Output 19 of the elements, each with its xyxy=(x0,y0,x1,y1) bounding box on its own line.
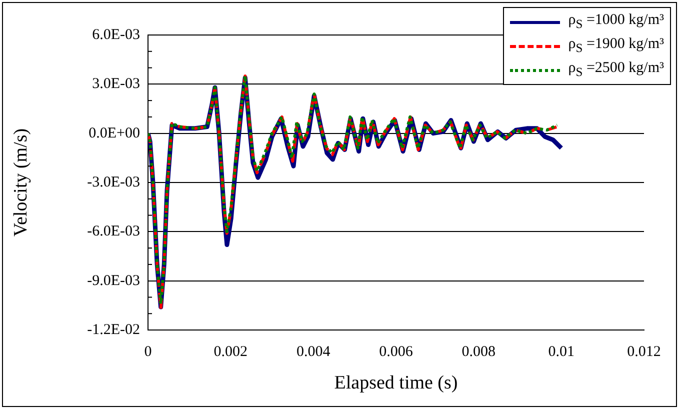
x-tick-label: 0.006 xyxy=(379,344,414,360)
y-tick-label: -3.0E-03 xyxy=(87,174,140,190)
y-tick-label: -9.0E-03 xyxy=(87,272,140,289)
y-tick-label: 0.0E+00 xyxy=(88,125,140,142)
x-tick-label: 0 xyxy=(144,344,152,360)
y-tick-label: -6.0E-03 xyxy=(87,224,140,240)
x-axis-title: Elapsed time (s) xyxy=(334,372,458,394)
legend-label: ρ$_{S}$ =2500 kg/m³ xyxy=(568,59,664,81)
legend-label: ρ$_{S}$ =1000 kg/m³ xyxy=(568,11,664,33)
y-axis-title: Velocity (m/s) xyxy=(10,128,32,237)
x-tick-label: 0.004 xyxy=(296,344,331,360)
x-tick-label: 0.008 xyxy=(462,344,496,360)
x-tick-label: 0.012 xyxy=(627,344,661,360)
x-tick-label: 0.002 xyxy=(214,344,248,360)
y-tick-label: 3.0E-03 xyxy=(92,76,140,92)
y-tick-label: 6.0E-03 xyxy=(92,26,140,43)
y-tick-label: -1.2E-02 xyxy=(87,322,140,338)
x-tick-label: 0.01 xyxy=(548,344,574,360)
legend-label: ρ$_{S}$ =1900 kg/m³ xyxy=(568,35,664,57)
